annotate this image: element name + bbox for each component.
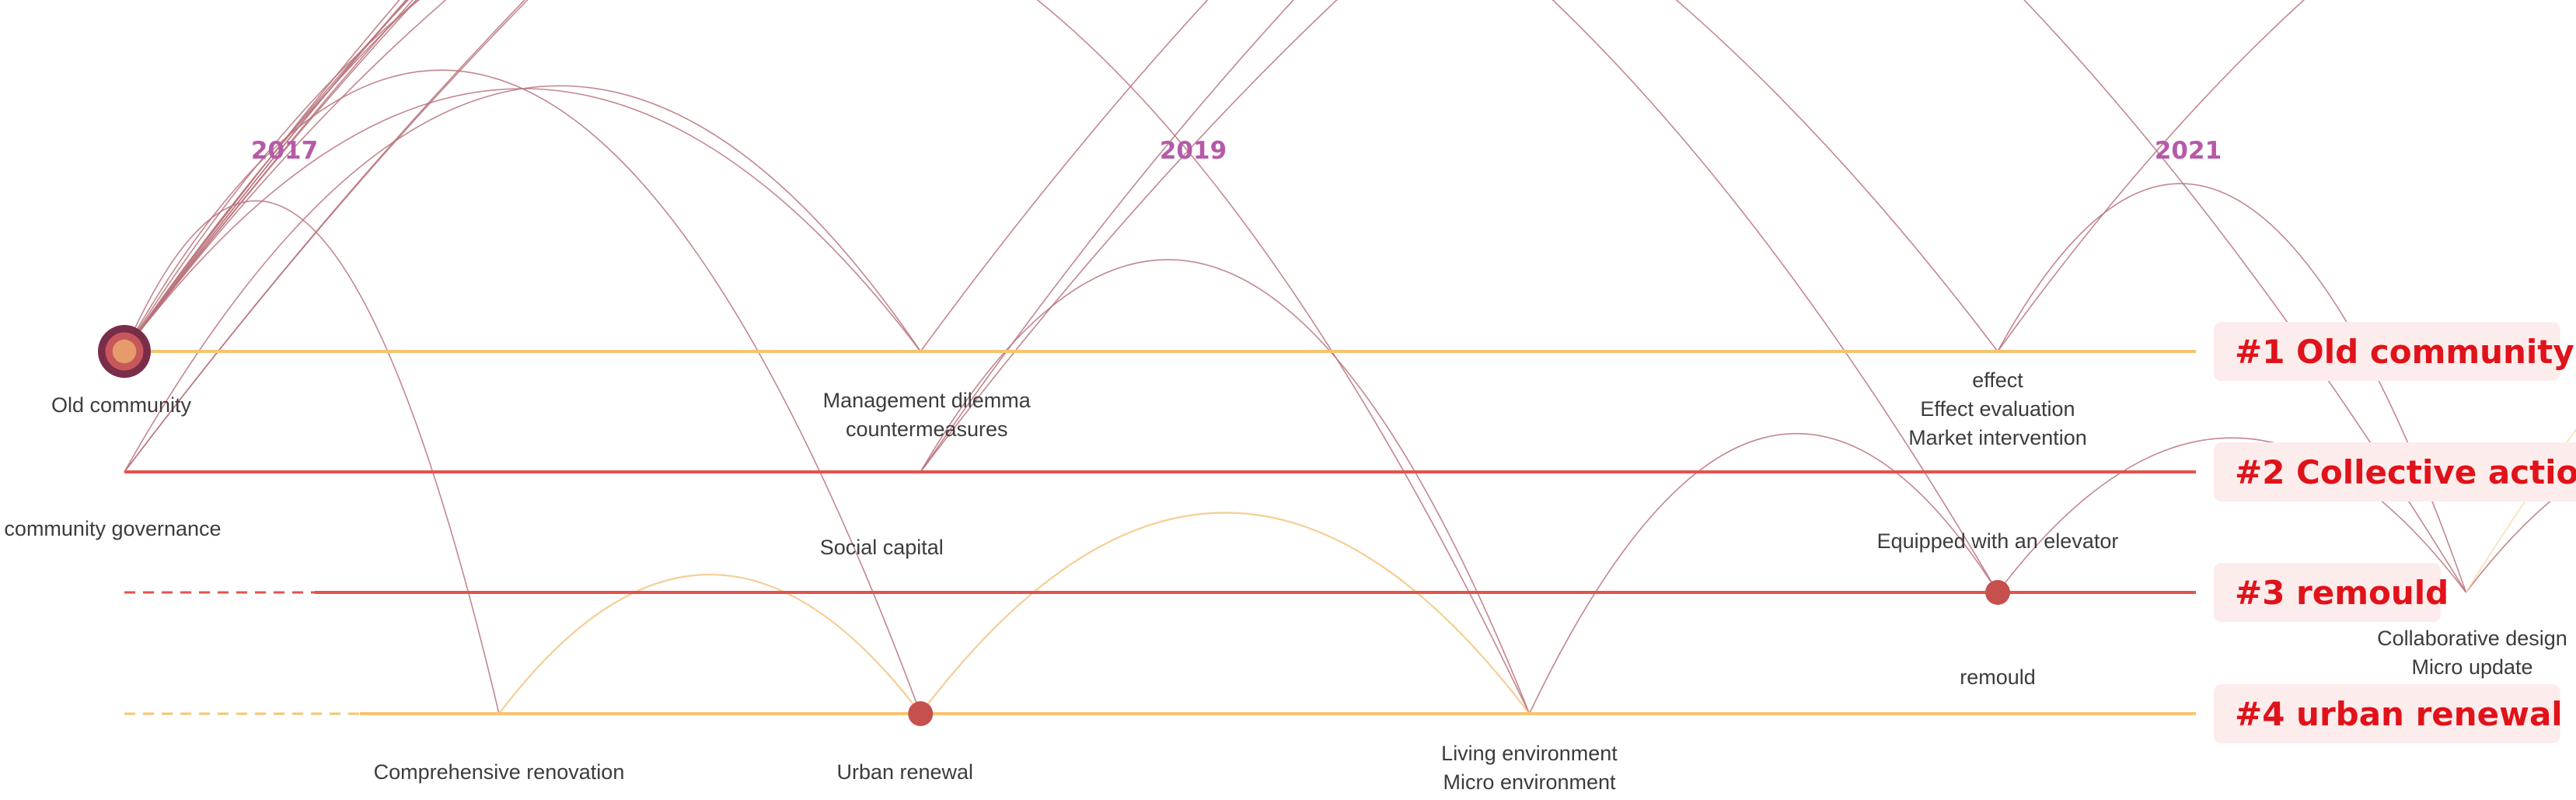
link-arc xyxy=(124,85,921,473)
node-label: countermeasures xyxy=(846,417,1008,441)
node-label: Micro update xyxy=(2411,655,2532,679)
link-arc xyxy=(1997,437,2467,593)
node-label: Market intervention xyxy=(1908,426,2087,449)
node-label: Management dilemma xyxy=(823,389,1031,412)
link-arc xyxy=(498,573,922,714)
link-arc xyxy=(920,0,1209,352)
link-arc xyxy=(124,0,408,352)
node-label: Old community xyxy=(51,393,192,417)
node-labels-layer: Old community Management dilemma counterme… xyxy=(4,369,2567,794)
link-arc xyxy=(124,88,921,352)
link-arc xyxy=(124,0,407,352)
node-label: Urban renewal xyxy=(836,760,973,784)
cluster-badge-4 xyxy=(2214,684,2560,743)
cluster-label-3: #3 remould xyxy=(2235,574,2449,612)
link-arc xyxy=(124,0,418,352)
year-axis-labels: 2017 2019 2021 xyxy=(251,137,2222,165)
links-layer xyxy=(124,0,2576,714)
node-dot-n_urban xyxy=(908,701,934,726)
link-arc xyxy=(124,0,2467,593)
link-arc xyxy=(124,69,921,714)
node-label: Equipped with an elevator xyxy=(1877,529,2119,553)
node-label: community governance xyxy=(4,517,221,540)
cluster-badge-2 xyxy=(2214,442,2576,501)
cluster-label-1: #1 Old community xyxy=(2235,333,2574,371)
cluster-labels-layer: #1 Old community #2 Collective action #3 r… xyxy=(2214,322,2576,743)
nodes-layer xyxy=(98,325,2010,726)
node-label: Collaborative design xyxy=(2377,627,2567,650)
node-label: Effect evaluation xyxy=(1920,397,2075,421)
node-label: Living environment xyxy=(1441,742,1618,765)
link-arc xyxy=(2465,480,2576,593)
link-arc xyxy=(920,259,1531,714)
cluster-badge-3 xyxy=(2214,563,2441,622)
link-arc xyxy=(1997,0,2305,352)
year-label-2019: 2019 xyxy=(1160,137,1227,165)
year-label-2017: 2017 xyxy=(251,137,318,165)
node-label: Comprehensive renovation xyxy=(374,760,625,784)
cluster-label-2: #2 Collective action xyxy=(2235,453,2576,491)
link-arc xyxy=(124,0,414,352)
year-label-2021: 2021 xyxy=(2155,137,2222,165)
link-arc xyxy=(124,0,1998,593)
link-arc xyxy=(124,0,1531,714)
cluster-lines-layer xyxy=(124,350,2196,715)
node-dot-core xyxy=(112,339,137,364)
link-arc xyxy=(124,200,500,714)
node-label: Micro environment xyxy=(1443,770,1616,794)
node-dot-n_elev xyxy=(1985,580,2010,605)
link-arc xyxy=(920,512,1531,714)
cluster-badge-1 xyxy=(2214,322,2560,381)
link-arc xyxy=(124,0,529,473)
cluster-label-4: #4 urban renewal xyxy=(2235,695,2563,733)
link-arc xyxy=(124,0,1998,352)
link-arc xyxy=(124,0,400,352)
link-arc xyxy=(124,0,525,473)
link-arc xyxy=(1528,432,1998,714)
node-label: Social capital xyxy=(820,536,944,559)
link-arc xyxy=(920,0,1295,473)
link-arc xyxy=(1997,183,2467,593)
node-label: remould xyxy=(1960,666,2036,689)
node-label: effect xyxy=(1972,369,2023,392)
link-arc xyxy=(920,0,1339,473)
